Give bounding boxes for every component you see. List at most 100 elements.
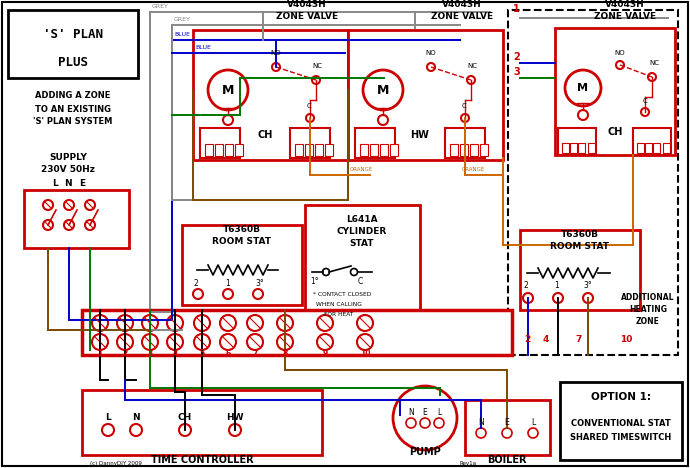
Circle shape [193, 289, 203, 299]
Circle shape [528, 428, 538, 438]
Circle shape [434, 418, 444, 428]
Circle shape [142, 315, 158, 331]
Text: WHEN CALLING: WHEN CALLING [316, 302, 362, 307]
Bar [460, 144, 468, 156]
Text: ADDING A ZONE: ADDING A ZONE [35, 92, 110, 101]
Circle shape [142, 334, 158, 350]
Text: N: N [478, 418, 484, 427]
Text: 8: 8 [282, 349, 288, 358]
Text: 230V 50Hz: 230V 50Hz [41, 166, 95, 175]
Circle shape [179, 424, 191, 436]
Bar [570, 143, 577, 153]
Circle shape [406, 418, 416, 428]
Bar [588, 143, 595, 153]
Text: 9: 9 [322, 349, 328, 358]
Circle shape [351, 269, 357, 276]
Text: HEATING: HEATING [629, 305, 667, 314]
Text: 7: 7 [575, 335, 582, 344]
Bar [390, 144, 398, 156]
Text: * CONTACT CLOSED: * CONTACT CLOSED [313, 292, 371, 297]
Text: PUMP: PUMP [409, 447, 441, 457]
Bar [24, 190, 129, 248]
Text: C: C [358, 277, 363, 286]
Bar [653, 143, 660, 153]
Text: 4: 4 [543, 335, 549, 344]
Circle shape [43, 220, 53, 230]
Text: STAT: STAT [350, 239, 374, 248]
Text: 3: 3 [148, 349, 152, 358]
Bar [355, 128, 395, 158]
Bar [290, 128, 330, 158]
Circle shape [194, 315, 210, 331]
Circle shape [277, 334, 293, 350]
Text: ZONE: ZONE [636, 317, 660, 326]
Text: 2: 2 [194, 279, 199, 288]
Bar [555, 28, 675, 155]
Circle shape [229, 424, 241, 436]
Circle shape [220, 315, 236, 331]
Bar [325, 144, 333, 156]
Text: 'S' PLAN: 'S' PLAN [43, 29, 103, 42]
Text: TIME CONTROLLER: TIME CONTROLLER [150, 455, 253, 465]
Text: 3: 3 [513, 67, 520, 77]
Text: 1: 1 [554, 281, 559, 290]
Text: NC: NC [649, 60, 659, 66]
Text: 6: 6 [226, 349, 230, 358]
Circle shape [220, 334, 236, 350]
Text: C: C [462, 103, 466, 109]
Bar [380, 144, 388, 156]
Bar [360, 144, 368, 156]
Circle shape [317, 315, 333, 331]
Text: 1: 1 [97, 349, 103, 358]
Text: NO: NO [270, 50, 281, 56]
Bar [182, 225, 302, 305]
Text: OPTION 1:: OPTION 1: [591, 392, 651, 402]
Circle shape [578, 110, 588, 120]
Text: T6360B: T6360B [223, 225, 261, 234]
Text: E: E [422, 408, 427, 417]
Text: ZONE VALVE: ZONE VALVE [276, 12, 338, 21]
Text: L: L [52, 178, 58, 188]
Text: 10: 10 [359, 349, 371, 358]
Text: ZONE VALVE: ZONE VALVE [594, 12, 656, 21]
Circle shape [357, 315, 373, 331]
Circle shape [357, 334, 373, 350]
Circle shape [102, 424, 114, 436]
Circle shape [43, 200, 53, 210]
Text: N: N [64, 178, 72, 188]
Text: 1: 1 [513, 4, 520, 14]
Circle shape [92, 315, 108, 331]
Circle shape [476, 428, 486, 438]
Bar [235, 144, 243, 156]
Bar [370, 144, 378, 156]
Text: 1: 1 [225, 279, 230, 288]
Text: 1°: 1° [310, 277, 319, 286]
Circle shape [322, 269, 330, 276]
Text: NC: NC [467, 63, 477, 69]
Bar [305, 205, 420, 310]
Circle shape [85, 220, 95, 230]
Bar [637, 143, 644, 153]
Circle shape [420, 418, 430, 428]
Text: BLUE: BLUE [174, 32, 190, 37]
Circle shape [64, 220, 74, 230]
Text: FOR HEAT: FOR HEAT [324, 312, 353, 317]
Circle shape [85, 200, 95, 210]
Circle shape [317, 334, 333, 350]
Text: 2: 2 [524, 335, 530, 344]
Bar [562, 143, 569, 153]
Circle shape [92, 334, 108, 350]
Text: 7: 7 [253, 349, 257, 358]
Text: (c) DannyDIY 2009: (c) DannyDIY 2009 [90, 461, 142, 466]
Bar [150, 4, 490, 18]
Circle shape [427, 63, 435, 71]
Text: CH: CH [607, 127, 622, 137]
Text: 4: 4 [172, 349, 177, 358]
Text: ROOM STAT: ROOM STAT [551, 242, 609, 251]
Text: L: L [531, 418, 535, 427]
Text: HW: HW [226, 413, 244, 422]
Text: M: M [578, 83, 589, 93]
Circle shape [247, 315, 263, 331]
Circle shape [616, 61, 624, 69]
Text: ROOM STAT: ROOM STAT [213, 237, 271, 246]
